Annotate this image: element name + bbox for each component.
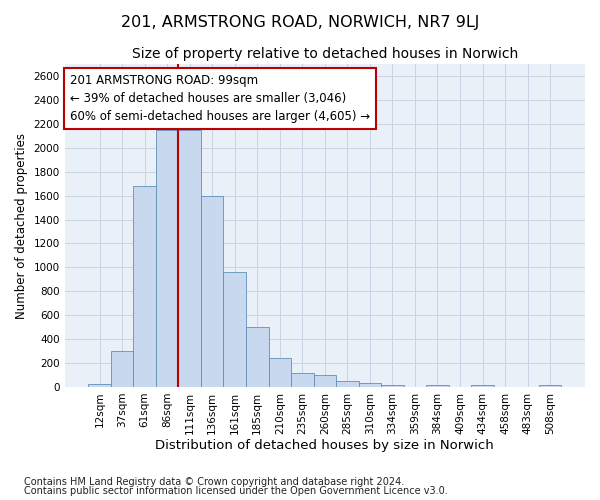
Y-axis label: Number of detached properties: Number of detached properties: [15, 132, 28, 318]
Bar: [471, 384, 494, 387]
Bar: [314, 375, 336, 387]
X-axis label: Distribution of detached houses by size in Norwich: Distribution of detached houses by size …: [155, 440, 494, 452]
Bar: [156, 130, 178, 387]
Text: 201, ARMSTRONG ROAD, NORWICH, NR7 9LJ: 201, ARMSTRONG ROAD, NORWICH, NR7 9LJ: [121, 15, 479, 30]
Bar: [88, 384, 111, 387]
Bar: [381, 384, 404, 387]
Bar: [201, 196, 223, 387]
Bar: [359, 384, 381, 387]
Bar: [246, 327, 269, 387]
Bar: [336, 381, 359, 387]
Bar: [269, 358, 291, 387]
Bar: [111, 351, 133, 387]
Title: Size of property relative to detached houses in Norwich: Size of property relative to detached ho…: [132, 48, 518, 62]
Bar: [291, 372, 314, 387]
Bar: [426, 384, 449, 387]
Text: Contains HM Land Registry data © Crown copyright and database right 2024.: Contains HM Land Registry data © Crown c…: [24, 477, 404, 487]
Bar: [539, 384, 562, 387]
Text: 201 ARMSTRONG ROAD: 99sqm
← 39% of detached houses are smaller (3,046)
60% of se: 201 ARMSTRONG ROAD: 99sqm ← 39% of detac…: [70, 74, 370, 122]
Text: Contains public sector information licensed under the Open Government Licence v3: Contains public sector information licen…: [24, 486, 448, 496]
Bar: [178, 130, 201, 387]
Bar: [133, 186, 156, 387]
Bar: [223, 272, 246, 387]
